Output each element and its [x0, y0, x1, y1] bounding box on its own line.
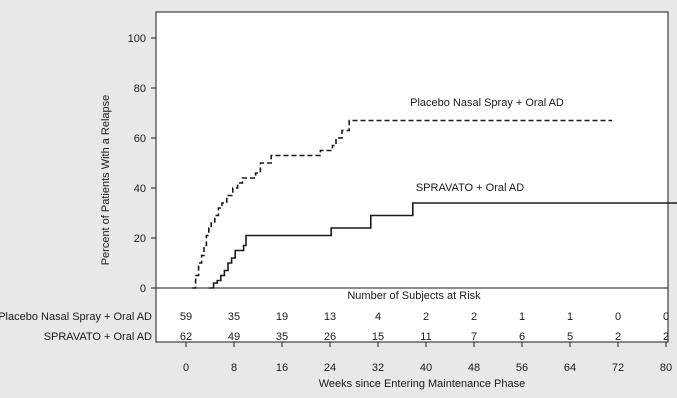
x-tick-label: 72: [612, 362, 624, 374]
series-label-0: Placebo Nasal Spray + Oral AD: [410, 97, 564, 109]
risk-cell: 62: [180, 331, 192, 343]
risk-cell: 19: [276, 311, 288, 323]
x-tick-label: 0: [183, 362, 189, 374]
risk-cell: 1: [567, 311, 573, 323]
series-line-0: [192, 119, 612, 289]
risk-cell: 7: [471, 331, 477, 343]
risk-cell: 4: [375, 311, 381, 323]
x-tick-label: 8: [231, 362, 237, 374]
risk-cell: 2: [615, 331, 621, 343]
risk-cell: 2: [663, 331, 669, 343]
y-tick-label: 20: [134, 233, 146, 245]
risk-cell: 13: [324, 311, 336, 323]
series-layer: Placebo Nasal Spray + Oral AD SPRAVATO + …: [192, 97, 677, 289]
risk-row-label: Placebo Nasal Spray + Oral AD: [0, 311, 152, 323]
risk-cell: 2: [471, 311, 477, 323]
x-axis: 0816243240485664728088: [183, 342, 672, 374]
series-label-1: SPRAVATO + Oral AD: [416, 182, 524, 194]
risk-cell: 2: [423, 311, 429, 323]
x-tick-label: 80: [660, 362, 672, 374]
risk-table: Placebo Nasal Spray + Oral AD 59 35 19 13 4 2 2…: [0, 311, 669, 343]
y-axis-label: Percent of Patients With a Relapse: [100, 95, 112, 266]
risk-cell: 0: [663, 311, 669, 323]
y-tick-label: 0: [140, 283, 146, 295]
x-tick-label: 32: [372, 362, 384, 374]
risk-cell: 35: [276, 331, 288, 343]
x-tick-label: 40: [420, 362, 432, 374]
x-axis-label: Weeks since Entering Maintenance Phase: [319, 378, 525, 390]
risk-cell: 11: [420, 331, 431, 343]
y-tick-label: 40: [134, 183, 146, 195]
risk-cell: 35: [228, 311, 240, 323]
risk-cell: 49: [228, 331, 240, 343]
risk-cell: 59: [180, 311, 192, 323]
risk-table-title: Number of Subjects at Risk: [347, 290, 481, 302]
risk-row-label: SPRAVATO + Oral AD: [44, 331, 152, 343]
series-line-1: [208, 202, 677, 289]
risk-cell: 5: [567, 331, 573, 343]
x-tick-label: 56: [516, 362, 528, 374]
risk-cell: 6: [519, 331, 525, 343]
risk-cell: 26: [324, 331, 336, 343]
y-tick-label: 100: [128, 33, 146, 45]
x-tick-label: 48: [468, 362, 480, 374]
x-tick-label: 24: [324, 362, 336, 374]
risk-cell: 15: [372, 331, 384, 343]
plot-area: [155, 11, 669, 343]
x-tick-label: 16: [276, 362, 288, 374]
risk-cell: 0: [615, 311, 621, 323]
y-tick-label: 80: [134, 83, 146, 95]
risk-cell: 1: [519, 311, 525, 323]
y-tick-label: 60: [134, 133, 146, 145]
x-tick-label: 64: [564, 362, 576, 374]
y-axis: 0 20 40 60 80 100: [128, 33, 156, 295]
